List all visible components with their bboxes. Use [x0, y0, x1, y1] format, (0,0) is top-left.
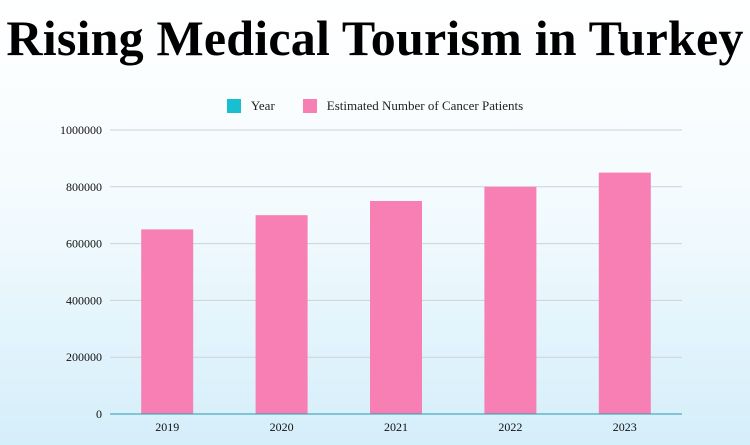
x-tick-label-2023: 2023 — [613, 420, 637, 434]
bar-2021 — [370, 201, 422, 414]
x-tick-label-2019: 2019 — [155, 420, 179, 434]
legend-swatch-patients — [302, 99, 317, 113]
legend-label-year: Year — [250, 98, 275, 113]
y-tick-label-4: 800000 — [66, 180, 102, 194]
bar-2019 — [141, 229, 194, 414]
chart-legend: Year Estimated Number of Cancer Patients — [0, 98, 750, 114]
y-tick-label-2: 400000 — [66, 293, 102, 307]
bar-2023 — [598, 172, 651, 414]
legend-item-year: Year — [226, 98, 275, 114]
legend-swatch-year — [226, 99, 241, 113]
legend-label-patients: Estimated Number of Cancer Patients — [326, 98, 524, 113]
y-tick-label-3: 600000 — [66, 237, 102, 251]
x-tick-label-2022: 2022 — [498, 420, 522, 434]
bar-2020 — [255, 215, 308, 414]
chart-title: Rising Medical Tourism in Turkey — [6, 10, 744, 66]
y-tick-label-5: 1000000 — [60, 123, 102, 137]
y-tick-label-0: 0 — [96, 407, 102, 421]
y-tick-label-1: 200000 — [66, 350, 102, 364]
legend-item-patients: Estimated Number of Cancer Patients — [302, 98, 524, 114]
x-tick-label-2021: 2021 — [384, 420, 408, 434]
x-tick-label-2020: 2020 — [270, 420, 294, 434]
bar-2022 — [484, 186, 537, 414]
